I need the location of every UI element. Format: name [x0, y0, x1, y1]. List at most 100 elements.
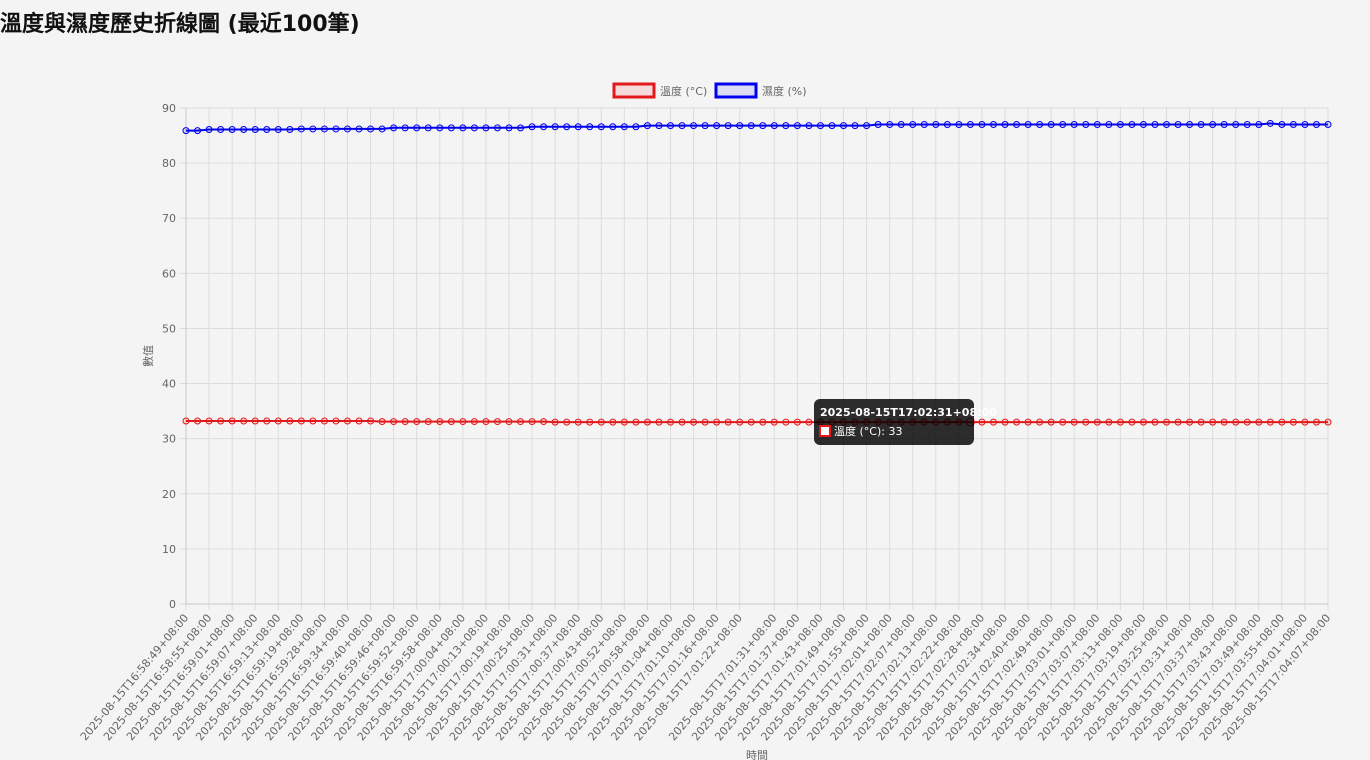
data-point[interactable] [1116, 418, 1124, 426]
data-point[interactable] [240, 125, 248, 133]
data-point[interactable] [540, 418, 548, 426]
data-point[interactable] [563, 123, 571, 131]
data-point[interactable] [1059, 418, 1067, 426]
data-point[interactable] [713, 122, 721, 130]
data-point[interactable] [505, 418, 513, 426]
data-point[interactable] [724, 418, 732, 426]
data-point[interactable] [1174, 418, 1182, 426]
data-point[interactable] [1301, 121, 1309, 129]
data-point[interactable] [1013, 418, 1021, 426]
data-point[interactable] [205, 125, 213, 133]
data-point[interactable] [620, 123, 628, 131]
data-point[interactable] [793, 122, 801, 130]
data-point[interactable] [1243, 121, 1251, 129]
data-point[interactable] [217, 417, 225, 425]
data-point[interactable] [182, 417, 190, 425]
data-point[interactable] [632, 418, 640, 426]
data-point[interactable] [424, 418, 432, 426]
data-point[interactable] [309, 417, 317, 425]
data-point[interactable] [666, 418, 674, 426]
data-point[interactable] [355, 417, 363, 425]
data-point[interactable] [1197, 121, 1205, 129]
data-point[interactable] [1186, 418, 1194, 426]
data-point[interactable] [1301, 418, 1309, 426]
data-point[interactable] [1036, 418, 1044, 426]
data-point[interactable] [690, 122, 698, 130]
data-point[interactable] [701, 122, 709, 130]
data-point[interactable] [989, 121, 997, 129]
data-point[interactable] [1105, 418, 1113, 426]
data-point[interactable] [759, 418, 767, 426]
data-point[interactable] [401, 124, 409, 132]
data-point[interactable] [701, 418, 709, 426]
data-point[interactable] [1093, 418, 1101, 426]
data-point[interactable] [1013, 121, 1021, 129]
data-point[interactable] [851, 122, 859, 130]
data-point[interactable] [574, 123, 582, 131]
data-point[interactable] [655, 418, 663, 426]
data-point[interactable] [378, 418, 386, 426]
data-point[interactable] [609, 418, 617, 426]
data-point[interactable] [286, 417, 294, 425]
data-point[interactable] [424, 124, 432, 132]
data-point[interactable] [459, 124, 467, 132]
data-point[interactable] [1036, 121, 1044, 129]
data-point[interactable] [436, 418, 444, 426]
data-point[interactable] [690, 418, 698, 426]
data-point[interactable] [1174, 121, 1182, 129]
data-point[interactable] [1139, 418, 1147, 426]
data-point[interactable] [1255, 121, 1263, 129]
data-point[interactable] [182, 127, 190, 135]
data-point[interactable] [1024, 121, 1032, 129]
data-point[interactable] [528, 123, 536, 131]
data-point[interactable] [816, 122, 824, 130]
data-point[interactable] [1209, 121, 1217, 129]
data-point[interactable] [528, 418, 536, 426]
data-point[interactable] [355, 125, 363, 133]
data-point[interactable] [263, 417, 271, 425]
data-point[interactable] [286, 125, 294, 133]
data-point[interactable] [493, 124, 501, 132]
data-point[interactable] [1289, 121, 1297, 129]
data-point[interactable] [632, 123, 640, 131]
data-point[interactable] [194, 127, 202, 135]
data-point[interactable] [597, 123, 605, 131]
data-point[interactable] [332, 417, 340, 425]
data-point[interactable] [413, 124, 421, 132]
data-point[interactable] [597, 418, 605, 426]
data-point[interactable] [251, 125, 259, 133]
data-point[interactable] [320, 417, 328, 425]
data-point[interactable] [1220, 418, 1228, 426]
data-point[interactable] [909, 121, 917, 129]
legend-item-0[interactable]: 溫度 (°C) [612, 82, 707, 99]
data-point[interactable] [1151, 418, 1159, 426]
data-point[interactable] [678, 418, 686, 426]
data-point[interactable] [343, 417, 351, 425]
data-point[interactable] [205, 417, 213, 425]
data-point[interactable] [1139, 121, 1147, 129]
data-point[interactable] [1312, 121, 1320, 129]
data-point[interactable] [655, 122, 663, 130]
data-point[interactable] [897, 121, 905, 129]
data-point[interactable] [1151, 121, 1159, 129]
data-point[interactable] [228, 125, 236, 133]
data-point[interactable] [828, 122, 836, 130]
data-point[interactable] [920, 121, 928, 129]
data-point[interactable] [1163, 418, 1171, 426]
data-point[interactable] [517, 418, 525, 426]
data-point[interactable] [1047, 418, 1055, 426]
data-point[interactable] [643, 122, 651, 130]
data-point[interactable] [1093, 121, 1101, 129]
data-point[interactable] [1197, 418, 1205, 426]
data-point[interactable] [1047, 121, 1055, 129]
data-point[interactable] [551, 418, 559, 426]
data-point[interactable] [793, 418, 801, 426]
data-point[interactable] [1312, 418, 1320, 426]
data-point[interactable] [736, 418, 744, 426]
data-point[interactable] [1324, 418, 1332, 426]
data-point[interactable] [1232, 121, 1240, 129]
data-point[interactable] [309, 125, 317, 133]
data-point[interactable] [390, 124, 398, 132]
data-point[interactable] [470, 124, 478, 132]
